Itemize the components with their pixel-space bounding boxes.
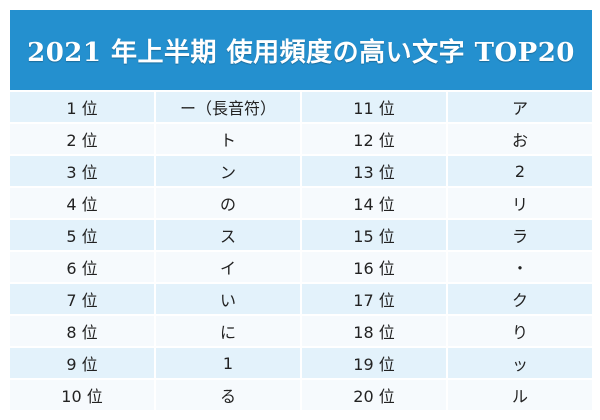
table-row: 5 位ス 15 位ラ — [10, 220, 592, 250]
rank-cell: 3 位 — [10, 156, 154, 186]
character-cell: ト — [156, 124, 300, 154]
rank-cell: 10 位 — [10, 380, 154, 410]
rank-cell: 5 位 — [10, 220, 154, 250]
rank-cell: 4 位 — [10, 188, 154, 218]
character-cell: ラ — [448, 220, 592, 250]
character-cell: の — [156, 188, 300, 218]
character-cell: ン — [156, 156, 300, 186]
character-cell: ル — [448, 380, 592, 410]
rank-cell: 11 位 — [302, 92, 446, 122]
character-cell: ク — [448, 284, 592, 314]
table-row: 4 位の 14 位リ — [10, 188, 592, 218]
rank-cell: 16 位 — [302, 252, 446, 282]
rank-cell: 12 位 — [302, 124, 446, 154]
character-cell: お — [448, 124, 592, 154]
character-cell: ス — [156, 220, 300, 250]
table-row: 9 位 1 19 位ッ — [10, 348, 592, 378]
rank-cell: 19 位 — [302, 348, 446, 378]
table-row: 1 位ー（長音符） 11 位ア — [10, 92, 592, 122]
table-row: 7 位い 17 位ク — [10, 284, 592, 314]
rank-cell: 6 位 — [10, 252, 154, 282]
rank-cell: 18 位 — [302, 316, 446, 346]
character-cell: リ — [448, 188, 592, 218]
rank-cell: 9 位 — [10, 348, 154, 378]
character-cell: ー（長音符） — [156, 92, 300, 122]
table-row: 10 位る 20 位ル — [10, 380, 592, 410]
character-cell: イ — [156, 252, 300, 282]
rank-cell: 1 位 — [10, 92, 154, 122]
character-cell: 2 — [448, 156, 592, 186]
character-cell: り — [448, 316, 592, 346]
rank-cell: 2 位 — [10, 124, 154, 154]
rank-cell: 20 位 — [302, 380, 446, 410]
ranking-table-container: 2021 年上半期 使用頻度の高い文字 TOP20 1 位ー（長音符） 11 位ア… — [10, 10, 592, 412]
rank-cell: 15 位 — [302, 220, 446, 250]
rank-cell: 13 位 — [302, 156, 446, 186]
character-cell: い — [156, 284, 300, 314]
character-cell: ア — [448, 92, 592, 122]
rank-cell: 14 位 — [302, 188, 446, 218]
table-row: 8 位に 18 位り — [10, 316, 592, 346]
character-cell: ッ — [448, 348, 592, 378]
rank-cell: 8 位 — [10, 316, 154, 346]
rank-cell: 7 位 — [10, 284, 154, 314]
table-row: 2 位ト 12 位お — [10, 124, 592, 154]
character-cell: 1 — [156, 348, 300, 378]
character-cell: に — [156, 316, 300, 346]
character-cell: ・ — [448, 252, 592, 282]
character-cell: る — [156, 380, 300, 410]
table-row: 6 位イ 16 位・ — [10, 252, 592, 282]
rank-cell: 17 位 — [302, 284, 446, 314]
table-title: 2021 年上半期 使用頻度の高い文字 TOP20 — [10, 10, 592, 90]
